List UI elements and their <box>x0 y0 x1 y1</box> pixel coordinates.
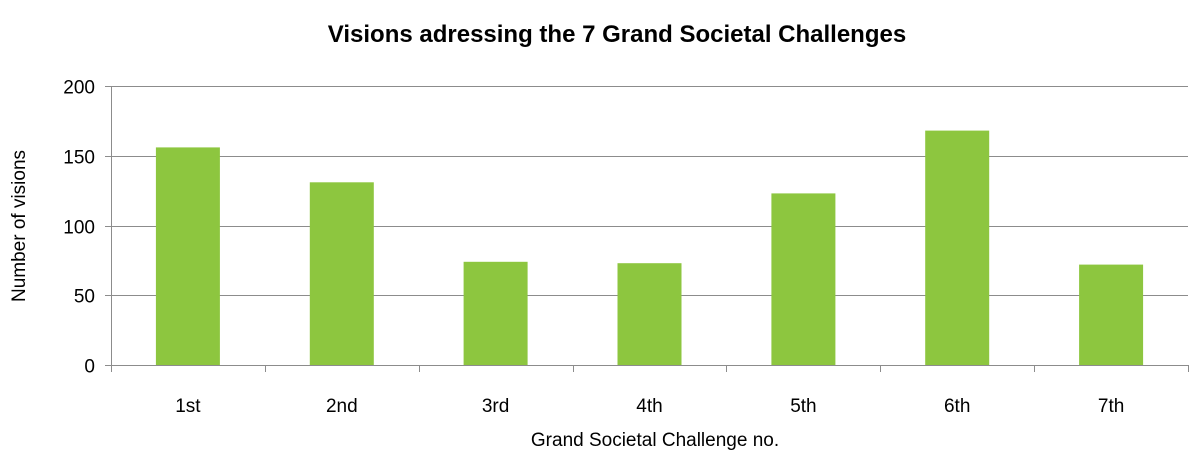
bar-5th <box>771 193 836 365</box>
x-tick-label: 1st <box>175 396 201 417</box>
bar-3rd <box>463 261 528 365</box>
y-tick-label: 100 <box>63 218 95 239</box>
bar-6th <box>925 130 990 365</box>
y-axis-label: Number of visions <box>9 150 30 302</box>
x-tick-label: 7th <box>1098 396 1124 417</box>
x-tick-label: 3rd <box>482 396 509 417</box>
x-tick-label: 6th <box>944 396 970 417</box>
bar-7th <box>1079 264 1144 365</box>
x-axis-label: Grand Societal Challenge no. <box>531 430 779 451</box>
x-tick-label: 4th <box>636 396 662 417</box>
chart-title: Visions adressing the 7 Grand Societal C… <box>328 21 906 48</box>
y-tick-label: 200 <box>63 78 95 99</box>
y-tick-label: 50 <box>74 287 95 308</box>
y-tick-labels: 0 50 100 150 200 <box>63 78 95 378</box>
y-tick-label: 150 <box>63 148 95 169</box>
bar-4th <box>617 263 682 365</box>
bars <box>155 130 1144 365</box>
axes <box>105 86 1189 372</box>
x-tick-label: 5th <box>790 396 816 417</box>
x-tick-labels: 1st 2nd 3rd 4th 5th 6th 7th <box>175 396 1124 417</box>
x-tick-label: 2nd <box>326 396 358 417</box>
y-tick-label: 0 <box>84 357 95 378</box>
bar-2nd <box>309 182 374 365</box>
bar-1st <box>155 147 220 365</box>
